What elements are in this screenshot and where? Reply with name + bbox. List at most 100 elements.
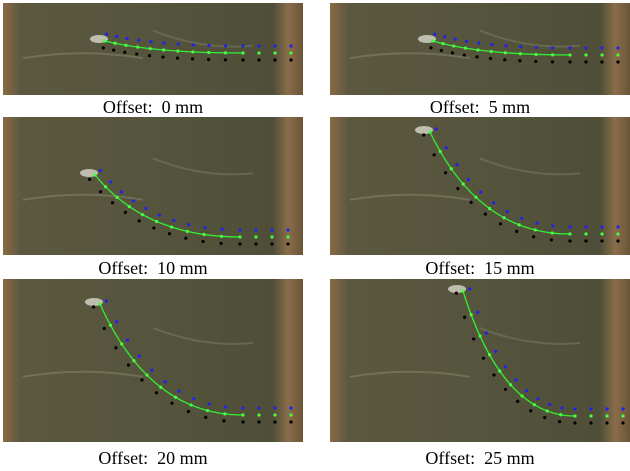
curve-point xyxy=(241,51,244,54)
lower-marker xyxy=(99,190,102,193)
curve-point xyxy=(174,396,177,399)
upper-marker xyxy=(589,407,592,410)
caption: Offset: 0 mm xyxy=(3,97,303,117)
upper-marker xyxy=(621,407,624,410)
upper-marker xyxy=(455,163,458,166)
upper-marker xyxy=(203,226,206,229)
photo xyxy=(330,279,630,442)
lower-marker xyxy=(499,222,502,225)
curve-point xyxy=(474,196,477,199)
upper-marker xyxy=(584,225,587,228)
upper-marker xyxy=(477,41,480,44)
lower-marker xyxy=(286,242,289,245)
lower-marker xyxy=(444,171,447,174)
lower-marker xyxy=(489,57,492,60)
upper-marker xyxy=(600,225,603,228)
upper-marker xyxy=(132,199,135,202)
curve-point xyxy=(128,205,131,208)
upper-marker xyxy=(551,224,554,227)
lower-marker xyxy=(503,58,506,61)
curve-point xyxy=(519,52,522,55)
upper-marker xyxy=(270,228,273,231)
curve-point xyxy=(439,150,442,153)
lower-marker xyxy=(103,327,106,330)
curve-point xyxy=(461,289,464,292)
upper-marker xyxy=(584,46,587,49)
upper-marker xyxy=(208,402,211,405)
upper-marker xyxy=(120,190,123,193)
curve-point xyxy=(441,42,444,45)
lower-marker xyxy=(140,378,143,381)
lower-marker xyxy=(616,60,619,63)
upper-marker xyxy=(150,368,153,371)
curve-point xyxy=(600,53,603,56)
upper-marker xyxy=(241,406,244,409)
lower-marker xyxy=(112,49,115,52)
curve-point xyxy=(176,49,179,52)
upper-marker xyxy=(192,397,195,400)
lower-marker xyxy=(176,56,179,59)
curve-point xyxy=(616,53,619,56)
upper-marker xyxy=(525,389,528,392)
curve-point xyxy=(533,403,536,406)
curve-point xyxy=(289,413,292,416)
upper-marker xyxy=(273,406,276,409)
curve-point xyxy=(488,353,491,356)
lower-marker xyxy=(433,153,436,156)
curve-point xyxy=(141,213,144,216)
curve-point xyxy=(220,235,223,238)
upper-marker xyxy=(568,46,571,49)
lower-marker xyxy=(92,305,95,308)
upper-marker xyxy=(99,169,102,172)
lower-marker xyxy=(515,230,518,233)
curve-point xyxy=(573,414,576,417)
lower-marker xyxy=(543,416,546,419)
upper-marker xyxy=(548,403,551,406)
lower-marker xyxy=(191,57,194,60)
upper-marker xyxy=(273,44,276,47)
lower-marker xyxy=(138,219,141,222)
curve-point xyxy=(286,235,289,238)
lower-marker xyxy=(273,58,276,61)
lower-marker xyxy=(241,58,244,61)
curve-point xyxy=(132,359,135,362)
lower-marker xyxy=(484,213,487,216)
curve-point xyxy=(273,51,276,54)
upper-marker xyxy=(467,178,470,181)
lower-marker xyxy=(270,242,273,245)
curve-point xyxy=(136,46,139,49)
curve-point xyxy=(589,414,592,417)
curve-point xyxy=(551,53,554,56)
lower-marker xyxy=(455,291,458,294)
upper-marker xyxy=(476,311,479,314)
lower-marker xyxy=(616,239,619,242)
curve-point xyxy=(616,232,619,235)
upper-marker xyxy=(600,46,603,49)
curve-point xyxy=(605,414,608,417)
curve-point xyxy=(534,53,537,56)
curve-point xyxy=(257,413,260,416)
upper-marker xyxy=(535,222,538,225)
curve-point xyxy=(502,216,505,219)
lower-marker xyxy=(170,402,173,405)
curve-point xyxy=(113,42,116,45)
upper-marker xyxy=(289,44,292,47)
curve-point xyxy=(207,51,210,54)
lower-marker xyxy=(451,51,454,54)
curve-point xyxy=(470,313,473,316)
lower-marker xyxy=(152,226,155,229)
upper-marker xyxy=(163,380,166,383)
lower-marker xyxy=(123,51,126,54)
lower-marker xyxy=(551,60,554,63)
curve-point xyxy=(257,51,260,54)
curve-point xyxy=(518,223,521,226)
upper-marker xyxy=(238,228,241,231)
curve-point xyxy=(621,414,624,417)
photo xyxy=(3,3,303,95)
lower-marker xyxy=(504,388,507,391)
lower-marker xyxy=(102,46,105,49)
upper-marker xyxy=(126,37,129,40)
upper-marker xyxy=(254,228,257,231)
curve-point xyxy=(551,231,554,234)
upper-marker xyxy=(560,406,563,409)
